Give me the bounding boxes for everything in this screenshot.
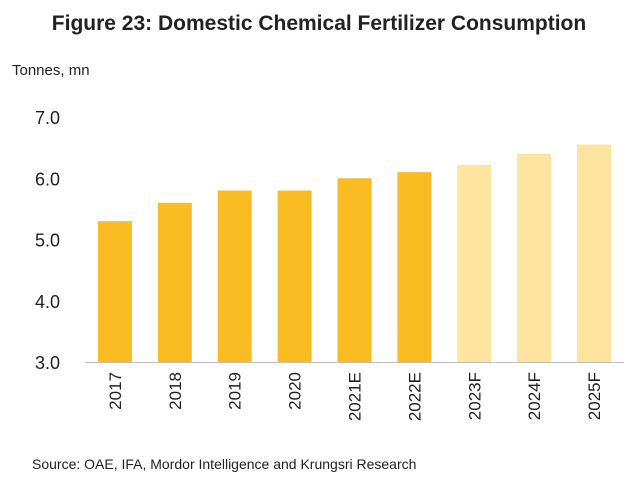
y-axis-unit-label: Tonnes, mn (12, 62, 90, 79)
bar-2025f (577, 144, 612, 362)
x-tick-label: 2020 (286, 372, 305, 410)
y-tick-label: 3.0 (35, 353, 60, 373)
x-axis-labels: 2017 2018 2019 2020 2021E 2022E 2023F 2024F 2025… (106, 372, 604, 421)
x-tick-label: 2022E (405, 372, 424, 421)
chart-title: Figure 23: Domestic Chemical Fertilizer … (51, 12, 587, 35)
bar-2023f (457, 164, 492, 362)
y-tick-label: 7.0 (35, 108, 60, 128)
y-tick-label: 4.0 (35, 292, 60, 312)
x-tick-label: 2018 (166, 372, 185, 410)
y-axis-ticks: 3.0 4.0 5.0 6.0 7.0 (35, 108, 60, 373)
x-tick-label: 2017 (106, 372, 125, 410)
bar-2020 (277, 190, 312, 362)
bar-2019 (217, 190, 252, 362)
y-tick-label: 6.0 (35, 169, 60, 189)
x-tick-label: 2019 (226, 372, 245, 410)
bars (97, 144, 612, 362)
y-tick-label: 5.0 (35, 231, 60, 251)
x-tick-label: 2023F (465, 372, 484, 420)
bar-2017 (97, 221, 132, 362)
bar-2022e (397, 172, 432, 362)
bar-2021e (337, 178, 372, 362)
x-tick-label: 2024F (525, 372, 544, 420)
bar-2018 (157, 202, 192, 362)
bar-2024f (517, 153, 552, 362)
x-tick-label: 2021E (346, 372, 365, 421)
x-tick-label: 2025F (585, 372, 604, 420)
source-note: Source: OAE, IFA, Mordor Intelligence an… (32, 456, 417, 472)
